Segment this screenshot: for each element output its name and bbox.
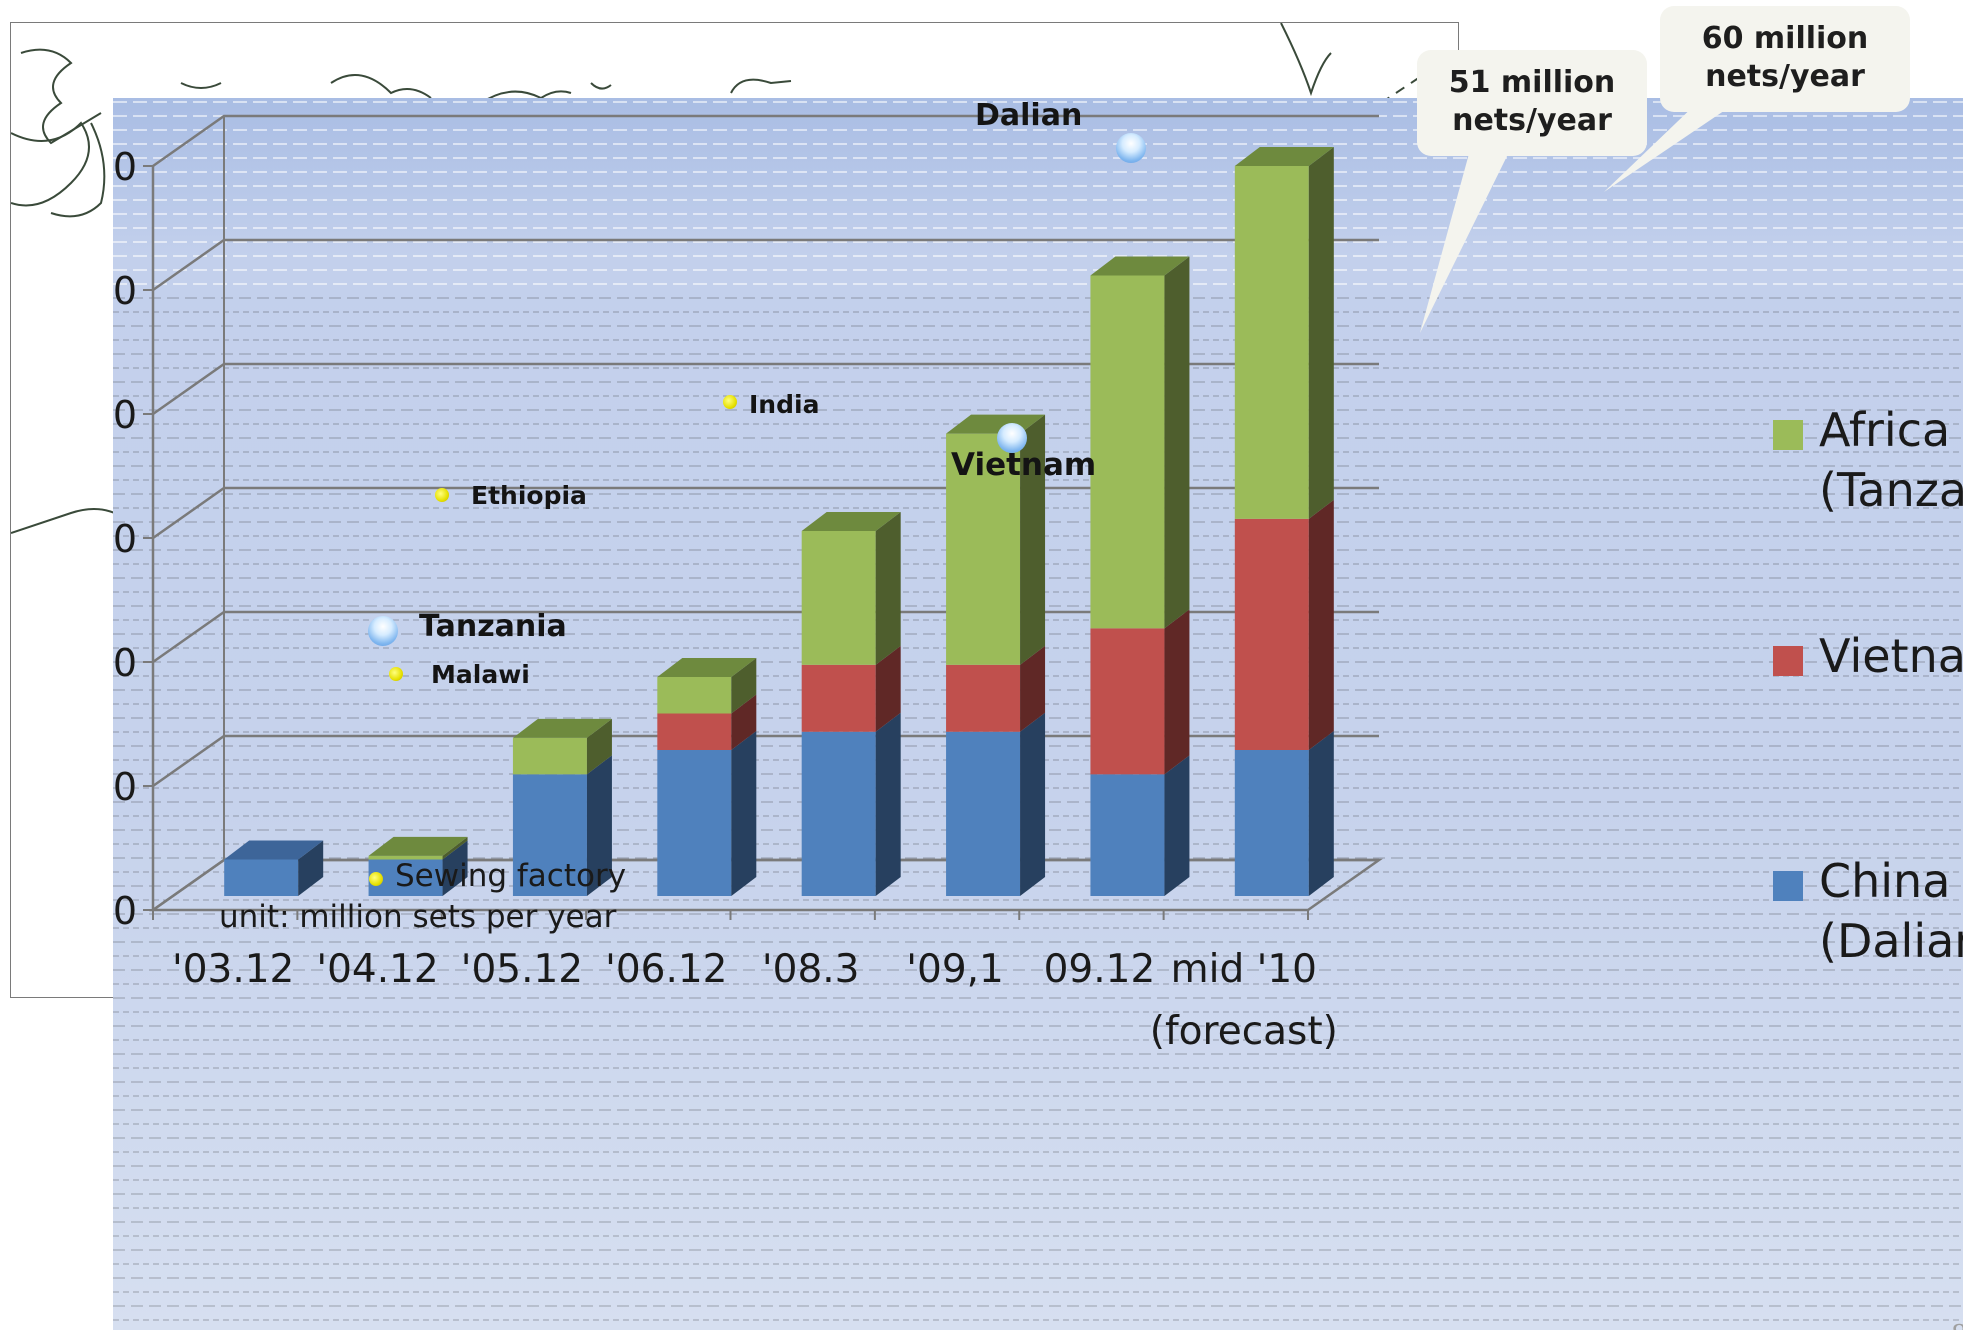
unit-note: unit: million sets per year xyxy=(219,899,617,935)
bar-segment-side xyxy=(875,712,901,896)
bar-segment-side xyxy=(875,645,901,732)
dalian-marker xyxy=(1116,133,1146,163)
bar-segment-side xyxy=(1164,256,1190,629)
x-tick-label: 09.12 xyxy=(1044,947,1156,992)
sewing-factory-label: Sewing factory xyxy=(395,858,627,894)
legend-label-china: China (Dalian) xyxy=(1819,854,1963,968)
y-tick-label: 50 xyxy=(113,269,137,313)
ethiopia-marker xyxy=(435,488,449,502)
gridline xyxy=(152,114,1379,168)
page-number: 8 xyxy=(1951,1320,1963,1330)
tanzania-label: Tanzania xyxy=(419,609,567,644)
bar-segment xyxy=(657,713,732,750)
x-tick-label: '04.12 xyxy=(316,947,438,992)
bar-segment-side xyxy=(731,731,757,896)
y-tick-label: 40 xyxy=(113,393,137,437)
y-tick-label: 20 xyxy=(113,641,137,685)
bar-segment xyxy=(1234,750,1309,896)
bar-top xyxy=(801,512,901,531)
bar-segment-side xyxy=(1308,731,1334,896)
bar-segment-side xyxy=(1308,147,1334,519)
chart-panel: 0 10 20 30 40 50 60 '03.12 '04.12 '05.12 '06.12 '08… xyxy=(113,98,1963,1330)
bar-segment xyxy=(946,433,1021,665)
chart-floor xyxy=(149,858,1383,912)
bar-segment-side xyxy=(1164,755,1190,896)
bar-segment xyxy=(224,859,299,896)
bar-top xyxy=(512,718,612,738)
ethiopia-label: Ethiopia xyxy=(471,481,587,510)
bar-segment-side xyxy=(1020,645,1046,732)
x-tick-label: '05.12 xyxy=(461,947,583,992)
stacked-bar-chart: 0 10 20 30 40 50 60 '03.12 '04.12 '05.12 '06.12 '08… xyxy=(113,114,1383,1054)
vietnam-marker xyxy=(997,423,1027,453)
legend-label-africa: Africa (Tanzania) xyxy=(1819,403,1963,517)
bar-segment-side xyxy=(586,755,612,896)
bar-segment-side xyxy=(1020,712,1046,896)
gridline xyxy=(152,734,1379,788)
bar-segment-side xyxy=(731,694,757,750)
y-tick-label: 10 xyxy=(113,765,137,809)
legend-swatch-africa xyxy=(1773,420,1803,450)
malawi-marker xyxy=(389,667,403,681)
x-tick-label: (forecast) xyxy=(1150,1009,1338,1054)
tanzania-marker xyxy=(368,616,398,646)
bar-segment-side xyxy=(1164,609,1190,775)
sewing-factory-marker xyxy=(369,872,383,886)
bar-top xyxy=(657,658,757,677)
y-tick-label: 0 xyxy=(113,889,137,933)
india-marker xyxy=(723,395,737,409)
bar-segment xyxy=(512,774,587,896)
bar-segment xyxy=(801,531,876,665)
bar-segment xyxy=(368,855,443,860)
y-tick-label: 30 xyxy=(113,517,137,561)
bar-segment xyxy=(1090,774,1165,896)
callout-60-million: 60 million nets/year xyxy=(1660,6,1910,112)
bar-segment-side xyxy=(442,840,468,896)
bar-segment-side xyxy=(1020,414,1046,665)
gridline xyxy=(152,610,1379,664)
dalian-label: Dalian xyxy=(975,98,1083,133)
bar-top xyxy=(1234,147,1334,166)
bar-segment xyxy=(1234,166,1309,519)
bar-segment xyxy=(657,750,732,896)
legend-label-vietnam: Vietnam xyxy=(1819,629,1963,683)
bar-segment-side xyxy=(1308,499,1334,750)
legend-swatch-china xyxy=(1773,871,1803,901)
bar-segment xyxy=(801,731,876,896)
bar-segment-side xyxy=(875,512,901,665)
bar-segment xyxy=(657,677,732,714)
gridline xyxy=(152,238,1379,292)
x-tick-label: mid '10 xyxy=(1171,947,1317,992)
bar-segment xyxy=(1090,275,1165,629)
bar-segment xyxy=(512,737,587,775)
x-tick-label: '06.12 xyxy=(605,947,727,992)
bar-segment-side xyxy=(586,718,612,775)
bar-segment xyxy=(1234,518,1309,750)
bar-segment-side xyxy=(731,658,757,714)
y-tick-label: 60 xyxy=(113,145,137,189)
bar-top xyxy=(368,836,468,856)
bar-top xyxy=(224,840,324,860)
bar-top xyxy=(1090,256,1190,276)
gridline xyxy=(152,486,1379,540)
bar-segment-side xyxy=(298,840,324,896)
bar-segment xyxy=(946,664,1021,732)
callout-51-million: 51 million nets/year xyxy=(1417,50,1647,156)
bar-segment xyxy=(801,664,876,732)
x-tick-label: '03.12 xyxy=(172,947,294,992)
x-tick-label: '09,1 xyxy=(906,947,1004,992)
bar-segment xyxy=(946,731,1021,896)
legend-swatch-vietnam xyxy=(1773,646,1803,676)
bar-segment xyxy=(1090,628,1165,775)
x-tick-label: '08.3 xyxy=(762,947,860,992)
india-label: India xyxy=(749,390,820,419)
vietnam-label: Vietnam xyxy=(951,447,1097,483)
bar-segment-side xyxy=(442,836,468,860)
malawi-label: Malawi xyxy=(431,660,530,689)
